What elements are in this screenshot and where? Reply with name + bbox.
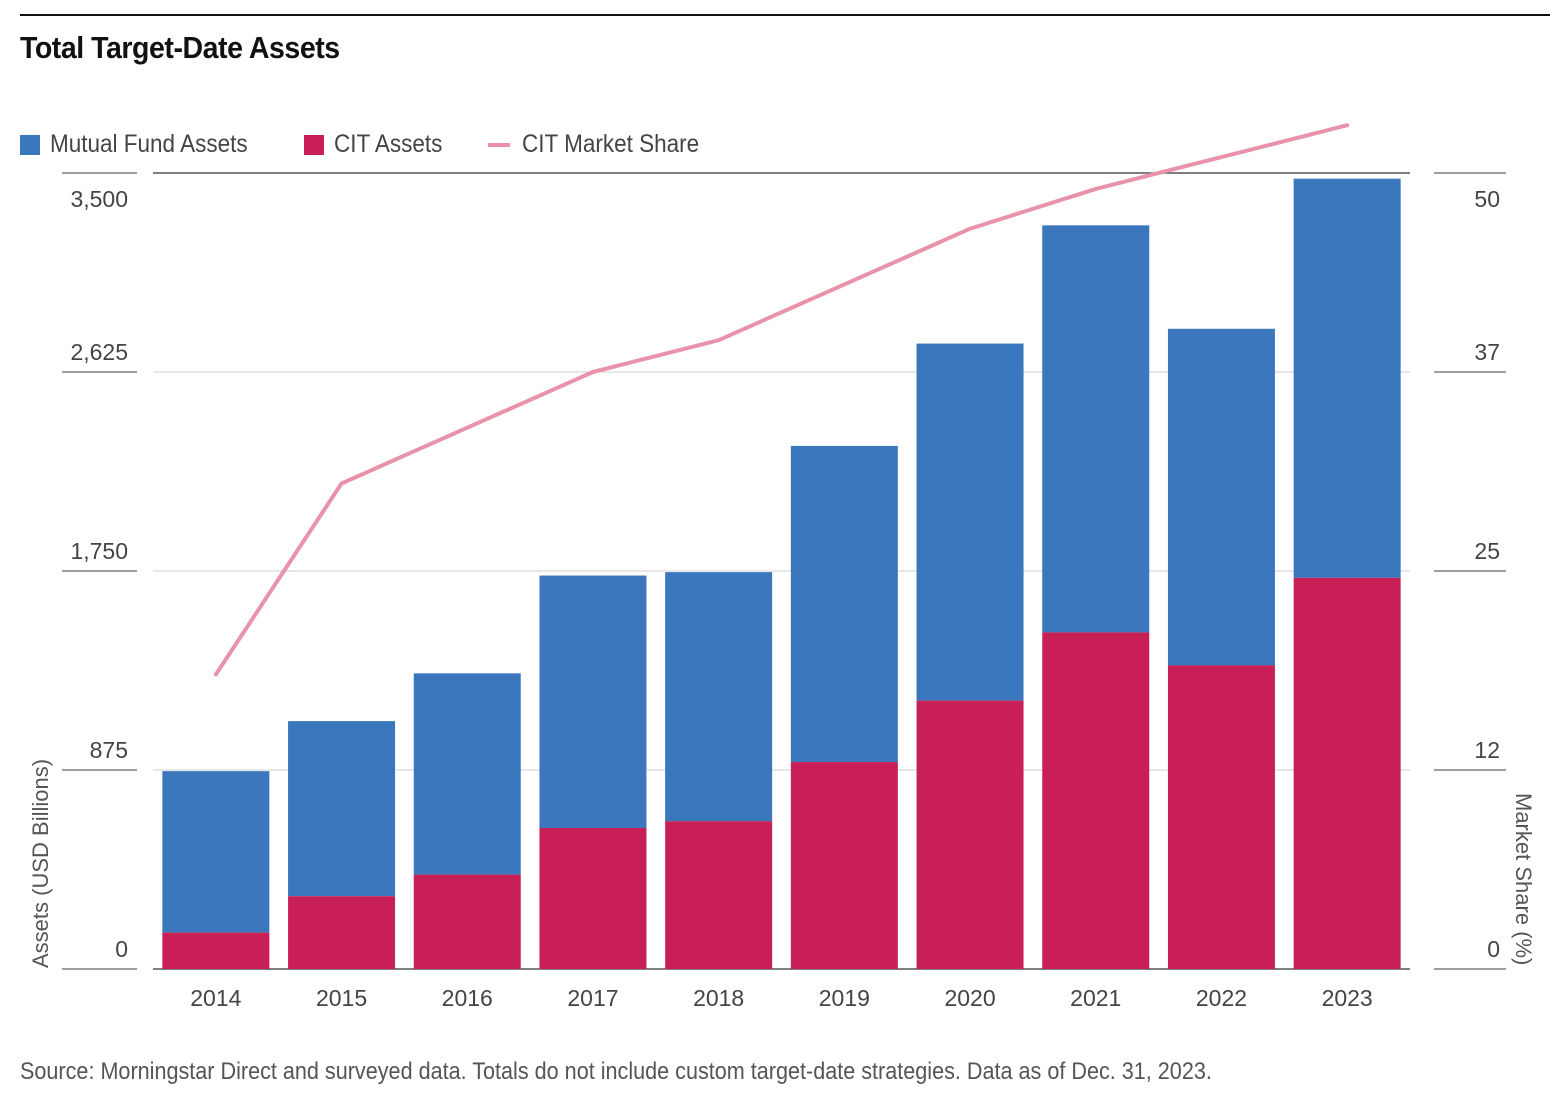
y-right-tick-label: 12 — [1474, 737, 1500, 763]
x-tick-label: 2020 — [944, 985, 995, 1011]
legend-label-cit-market-share: CIT Market Share — [521, 130, 700, 158]
y-right-tick-label: 0 — [1487, 936, 1500, 962]
x-tick-label: 2015 — [316, 985, 367, 1011]
bar-cit-assets-2017 — [539, 827, 647, 969]
legend-swatch-cit-assets — [303, 134, 324, 155]
chart-title: Total Target-Date Assets — [20, 30, 340, 65]
legend-item-cit-assets: CIT Assets — [303, 130, 454, 159]
legend-item-mutual-fund: Mutual Fund Assets — [20, 130, 270, 159]
legend-item-cit-market-share: CIT Market Share — [487, 130, 719, 159]
x-tick-label: 2022 — [1196, 985, 1247, 1011]
line-cit-market-share — [213, 123, 1350, 677]
legend-label-cit-assets: CIT Assets — [333, 130, 442, 158]
y-right-axis-label: Market Share (%) — [1511, 793, 1536, 965]
x-tick-label: 2018 — [693, 985, 744, 1011]
legend: Mutual Fund Assets CIT Assets CIT Market… — [20, 130, 753, 159]
y-tick-label: 3,500 — [70, 186, 128, 212]
bar-cit-assets-2023 — [1293, 577, 1401, 969]
top-rule — [20, 14, 1550, 16]
legend-swatch-mutual-fund — [20, 134, 40, 155]
bar-cit-assets-2019 — [790, 762, 898, 969]
bar-mutual-fund-2015 — [288, 721, 396, 897]
bar-mutual-fund-2016 — [413, 673, 521, 875]
bar-cit-assets-2018 — [665, 821, 773, 969]
x-tick-label: 2023 — [1322, 985, 1373, 1011]
bar-cit-assets-2021 — [1042, 632, 1150, 969]
y-tick-label: 1,750 — [70, 538, 128, 564]
y-right-tick-label: 25 — [1474, 538, 1500, 564]
bar-mutual-fund-2017 — [539, 575, 647, 828]
x-tick-label: 2019 — [819, 985, 870, 1011]
legend-label-mutual-fund: Mutual Fund Assets — [50, 130, 248, 158]
legend-swatch-cit-market-share — [487, 142, 510, 147]
y-tick-label: 0 — [115, 936, 128, 962]
bar-mutual-fund-2022 — [1167, 328, 1275, 666]
bar-cit-assets-2015 — [288, 896, 396, 969]
y-tick-label: 2,625 — [70, 339, 128, 365]
y-right-tick-label: 37 — [1474, 339, 1500, 365]
bar-mutual-fund-2014 — [162, 771, 270, 933]
bar-mutual-fund-2021 — [1042, 225, 1150, 633]
x-tick-label: 2014 — [190, 985, 241, 1011]
y-right-tick-label: 50 — [1474, 186, 1500, 212]
bar-cit-assets-2022 — [1167, 665, 1275, 969]
bar-mutual-fund-2018 — [665, 572, 773, 822]
x-tick-label: 2017 — [567, 985, 618, 1011]
y-axis-label: Assets (USD Billions) — [28, 759, 53, 968]
y-tick-label: 875 — [90, 737, 128, 763]
bar-mutual-fund-2023 — [1293, 178, 1401, 578]
bar-cit-assets-2016 — [413, 874, 521, 969]
bar-cit-assets-2014 — [162, 932, 270, 969]
x-tick-label: 2021 — [1070, 985, 1121, 1011]
bar-mutual-fund-2020 — [916, 343, 1024, 701]
bar-mutual-fund-2019 — [790, 445, 898, 763]
bar-cit-assets-2020 — [916, 700, 1024, 969]
source-note: Source: Morningstar Direct and surveyed … — [20, 1058, 1212, 1085]
x-tick-label: 2016 — [442, 985, 493, 1011]
